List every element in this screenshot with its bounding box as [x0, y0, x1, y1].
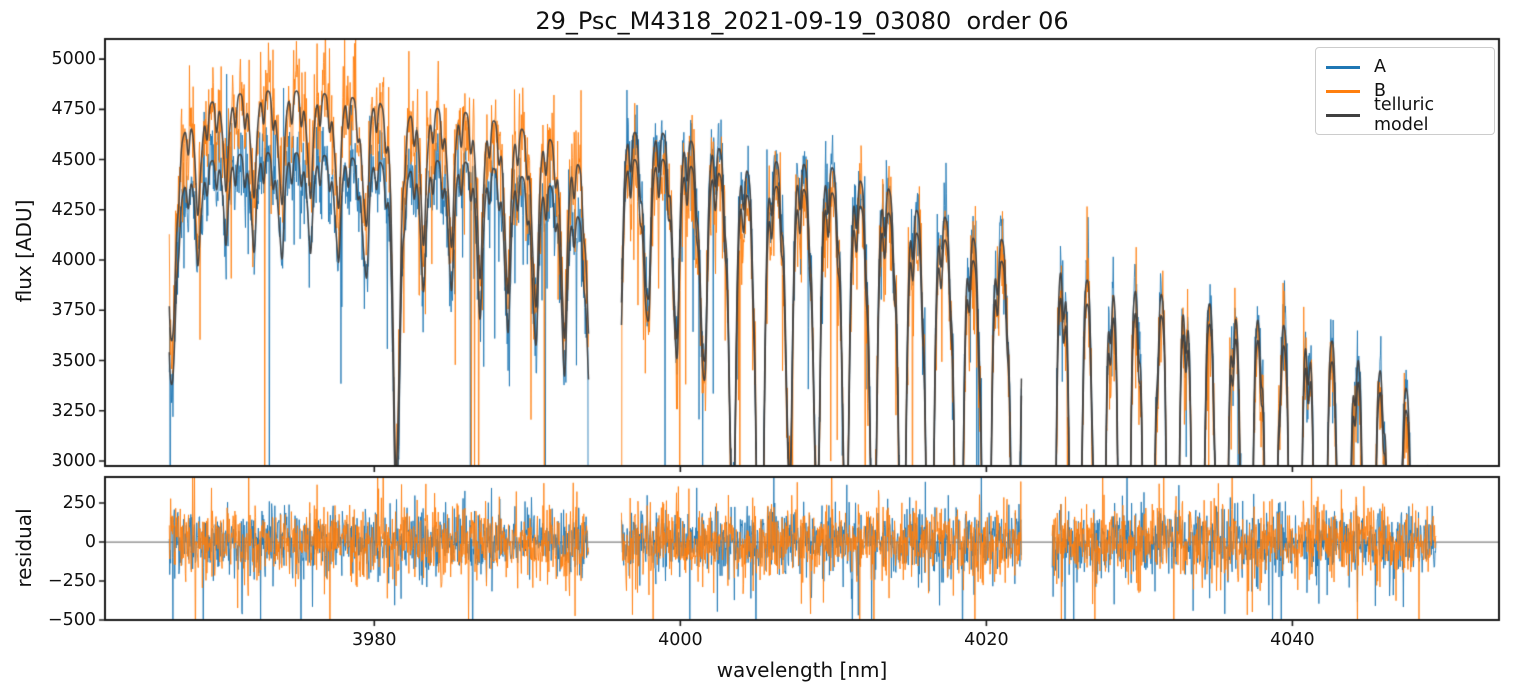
series-a-line-icon: [1326, 65, 1360, 69]
legend-row-a: A: [1326, 55, 1484, 79]
legend-row-b: B: [1326, 79, 1484, 103]
y-tick-label-flux: 3250: [51, 400, 96, 421]
y-tick-label-residual: 250: [62, 493, 96, 514]
x-tick-label: 4020: [964, 630, 1009, 650]
y-tick-label-flux: 3500: [51, 350, 96, 371]
y-tick-label-flux: 4750: [51, 99, 96, 120]
residual-axis-label: residual: [12, 508, 36, 588]
y-tick-label-flux: 4000: [51, 250, 96, 271]
y-tick-label-flux: 4250: [51, 199, 96, 220]
legend: A B telluric model: [1315, 47, 1495, 135]
legend-label-a: A: [1374, 57, 1386, 77]
y-tick-label-flux: 3000: [51, 450, 96, 471]
telluric-model-line-icon: [1326, 113, 1360, 117]
y-tick-label-residual: 0: [84, 532, 96, 553]
legend-row-telluric: telluric model: [1326, 95, 1484, 135]
legend-label-telluric: telluric model: [1374, 95, 1435, 135]
x-axis-label: wavelength [nm]: [716, 658, 888, 682]
y-tick-label-residual: −250: [47, 571, 96, 591]
y-tick-label-flux: 5000: [51, 49, 96, 70]
series-b-line-icon: [1326, 89, 1360, 93]
y-tick-label-residual: −500: [47, 610, 96, 630]
x-tick-label: 4040: [1270, 630, 1315, 650]
legend-label-b: B: [1374, 81, 1387, 101]
y-tick-label-flux: 4500: [51, 149, 96, 170]
flux-axis-label: flux [ADU]: [12, 199, 36, 303]
x-tick-label: 4000: [658, 630, 703, 650]
chart-title: 29_Psc_M4318_2021-09-19_03080 order 06: [535, 7, 1069, 35]
y-tick-label-flux: 3750: [51, 300, 96, 321]
x-tick-label: 3980: [352, 630, 397, 650]
